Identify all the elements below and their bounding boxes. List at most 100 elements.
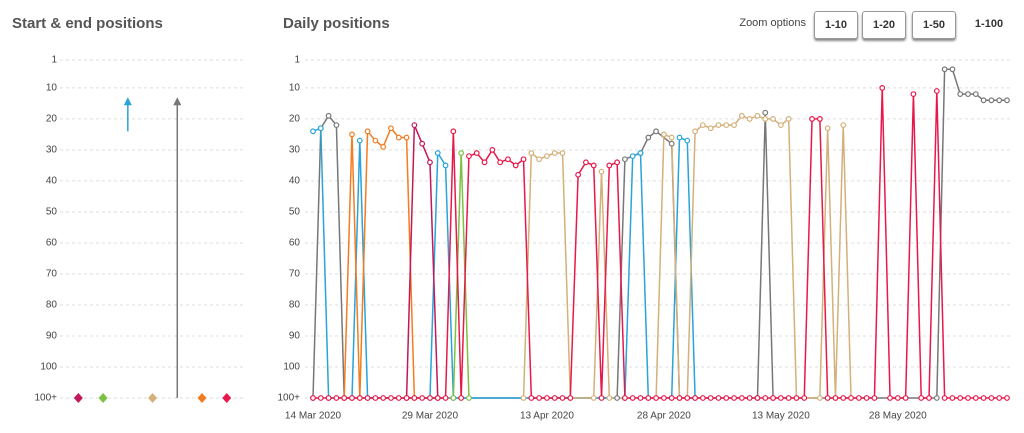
point [512, 162, 519, 169]
point [762, 109, 769, 116]
point [777, 395, 784, 401]
diamond [222, 393, 232, 403]
point [614, 159, 621, 166]
point [723, 395, 730, 401]
point [699, 395, 706, 401]
point [762, 116, 769, 122]
y-tick-label: 80 [289, 300, 301, 311]
point [559, 150, 566, 156]
zoom-label: Zoom options [739, 17, 806, 29]
point [349, 131, 355, 138]
point [949, 66, 956, 73]
point [442, 395, 449, 401]
point [972, 395, 979, 401]
point [419, 395, 426, 401]
point [598, 168, 605, 175]
y-tick-label: 10 [289, 83, 301, 94]
point [996, 97, 1003, 104]
point [809, 116, 815, 122]
point [715, 395, 722, 401]
point [434, 395, 441, 401]
point [575, 171, 582, 178]
point [863, 395, 870, 401]
point [606, 162, 613, 169]
line [522, 114, 852, 399]
y-tick-label: 1 [51, 55, 57, 66]
point [965, 91, 971, 98]
point [972, 91, 979, 98]
point [879, 85, 886, 91]
point [777, 122, 784, 129]
point [848, 395, 854, 401]
point [668, 134, 675, 141]
x-tick-label: 13 May 2020 [752, 411, 810, 422]
point [325, 112, 332, 119]
point [372, 395, 379, 401]
point [692, 395, 698, 401]
point [536, 156, 543, 163]
point [957, 395, 964, 401]
zoom-button[interactable]: 1-10 [814, 11, 858, 39]
point [403, 395, 410, 401]
point [520, 395, 527, 401]
point [551, 150, 558, 156]
point [707, 125, 714, 132]
point [1004, 395, 1010, 401]
y-tick-label: 50 [46, 207, 58, 218]
y-tick-label: 40 [289, 176, 301, 187]
point [754, 112, 761, 119]
point [793, 395, 800, 401]
point [590, 162, 597, 169]
point [395, 134, 402, 141]
point [723, 122, 730, 129]
point [762, 395, 769, 401]
point [754, 395, 761, 401]
y-tick-label: 70 [46, 269, 58, 280]
point [419, 140, 426, 147]
chart-title: Daily positions [283, 15, 390, 32]
point [388, 125, 394, 132]
point [957, 91, 964, 98]
point [333, 395, 340, 401]
point [310, 128, 316, 135]
point [715, 122, 722, 129]
point [341, 395, 348, 401]
point [356, 137, 363, 144]
diamond [98, 393, 108, 403]
point [840, 122, 847, 129]
point [707, 395, 714, 401]
point [528, 150, 535, 156]
line [312, 127, 696, 399]
y-tick-label: 100 [283, 362, 300, 373]
point [317, 395, 324, 401]
x-tick-label: 28 May 2020 [869, 411, 927, 422]
point [1004, 97, 1010, 104]
point [918, 395, 925, 401]
point [933, 395, 940, 401]
point [473, 150, 480, 156]
point [317, 125, 324, 132]
point [629, 395, 636, 401]
point [668, 140, 675, 147]
point [824, 125, 831, 132]
zoom-button[interactable]: 1-50 [912, 11, 956, 39]
point [855, 395, 862, 401]
point [583, 159, 589, 166]
point [364, 395, 371, 401]
point [520, 156, 527, 163]
point [458, 150, 465, 156]
point [660, 131, 667, 138]
point [372, 137, 379, 144]
point [840, 395, 847, 401]
y-tick-label: 60 [289, 238, 301, 249]
zoom-button[interactable]: 1-20 [862, 11, 906, 39]
chart-title: Start & end positions [12, 15, 163, 32]
point [388, 395, 394, 401]
zoom-button[interactable]: 1-100 [968, 11, 1010, 37]
x-tick-label: 29 Mar 2020 [402, 411, 459, 422]
point [824, 395, 831, 401]
point [497, 159, 504, 166]
y-tick-label: 100 [40, 362, 57, 373]
point [949, 395, 956, 401]
